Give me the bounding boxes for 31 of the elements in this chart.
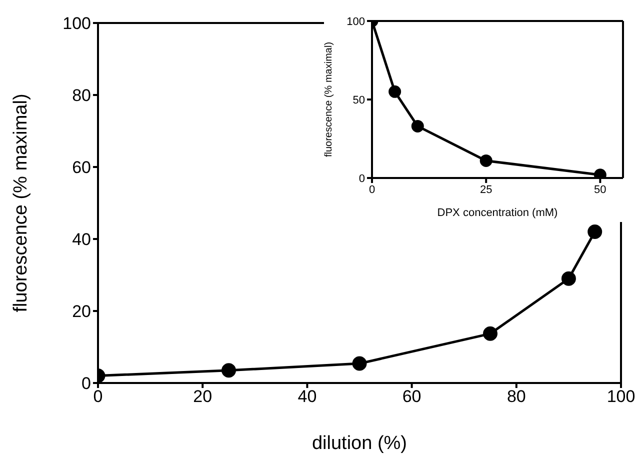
x-tick-label: 50 <box>594 184 606 196</box>
x-tick-label: 0 <box>93 387 103 406</box>
y-tick-label: 0 <box>358 172 365 185</box>
point <box>388 85 402 98</box>
x-axis-title: DPX concentration (mM) <box>437 207 558 219</box>
y-tick-label: 60 <box>72 158 91 178</box>
y-tick-label: 100 <box>346 16 365 28</box>
y-tick-label: 20 <box>72 302 91 322</box>
point <box>222 363 236 378</box>
point <box>411 120 424 132</box>
y-axis-title: fluorescence (% maximal) <box>324 42 335 158</box>
point <box>483 326 498 341</box>
point <box>352 356 367 371</box>
y-tick-label: 50 <box>352 94 365 106</box>
x-tick-label: 0 <box>368 184 376 196</box>
x-tick-label: 40 <box>298 387 317 406</box>
y-tick-label: 100 <box>62 14 91 34</box>
y-axis-title: fluorescence (% maximal) <box>10 94 32 312</box>
point <box>480 154 492 167</box>
y-tick-label: 80 <box>72 86 91 106</box>
x-tick-label: 60 <box>402 387 422 406</box>
x-tick-label: 100 <box>606 387 636 406</box>
y-tick-label: 40 <box>72 230 91 250</box>
x-tick-label: 80 <box>506 387 526 406</box>
x-tick-label: 25 <box>480 184 492 196</box>
x-tick-label: 20 <box>193 387 212 406</box>
point <box>594 168 606 178</box>
y-tick-label: 0 <box>82 374 91 394</box>
point <box>561 271 576 286</box>
point <box>588 224 602 240</box>
x-axis-title: dilution (%) <box>312 433 408 454</box>
